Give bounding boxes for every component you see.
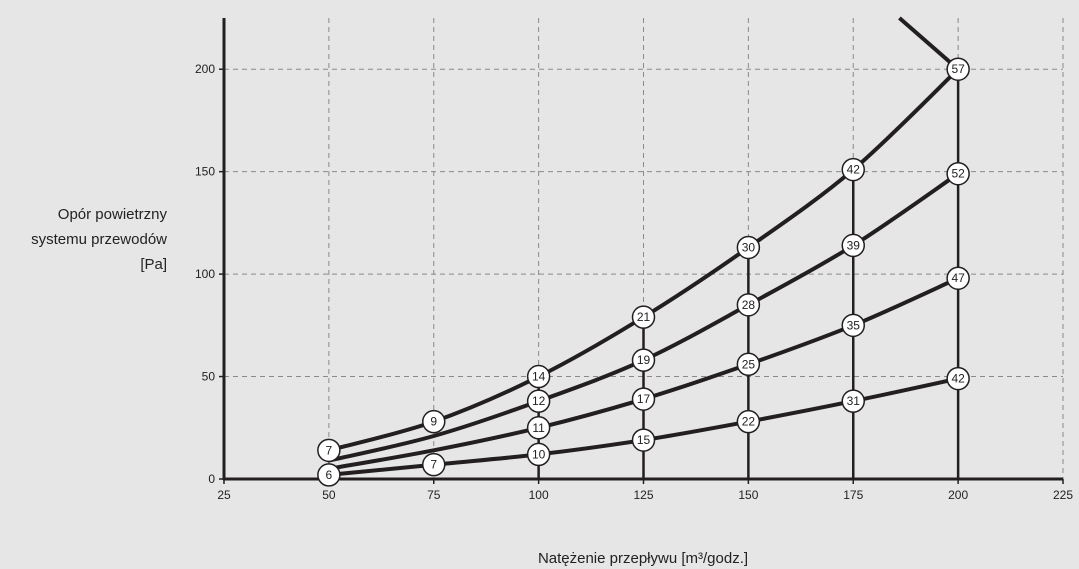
marker-circle-3-3 (631, 428, 656, 452)
x-tick-label-5: 150 (738, 488, 758, 502)
marker-label-0-1: 9 (430, 415, 437, 429)
y-tick-label-1: 50 (202, 370, 216, 384)
marker-label-1-5: 39 (847, 238, 861, 252)
marker-circle-0-3 (631, 305, 656, 329)
x-tick-label-8: 225 (1053, 488, 1073, 502)
marker-circle-1-6 (946, 161, 970, 186)
x-tick-label-3: 100 (529, 488, 549, 502)
marker-circle-3-2 (526, 442, 551, 467)
marker-circle-0-6 (946, 57, 970, 81)
marker-label-1-2: 12 (532, 394, 546, 408)
y-axis-label-line-2: systemu przewodów (31, 231, 167, 248)
marker-label-1-4: 28 (742, 298, 756, 312)
y-axis-label-line-3: [Pa] (140, 256, 167, 273)
marker-label-0-6: 57 (951, 62, 965, 76)
x-tick-label-6: 175 (843, 488, 863, 502)
marker-circle-2-2 (526, 416, 551, 440)
marker-label-2-4: 25 (742, 357, 756, 371)
x-tick-labels: 25 50 75 100 125 150 175 200 225 (217, 479, 1073, 502)
marker-label-3-3: 15 (637, 433, 651, 447)
marker-circle-0-0 (317, 438, 341, 463)
marker-label-1-6: 52 (951, 167, 965, 181)
marker-label-0-0: 7 (326, 443, 333, 457)
marker-label-3-4: 22 (742, 415, 756, 429)
markers: 7 9 14 21 30 42 57 12 19 28 39 52 11 17 25 35 47 6 7 10 15 22… (317, 57, 970, 487)
y-axis-label-line-1: Opór powietrzny (58, 206, 168, 223)
y-tick-labels: 0 50 100 150 200 (195, 62, 224, 486)
marker-label-0-5: 42 (847, 163, 861, 177)
marker-label-3-1: 7 (430, 458, 437, 472)
marker-circle-0-1 (422, 409, 446, 434)
marker-label-3-6: 42 (951, 372, 965, 386)
y-tick-label-4: 200 (195, 62, 215, 76)
marker-label-3-5: 31 (847, 394, 861, 408)
marker-circle-1-3 (631, 348, 656, 372)
marker-circle-0-2 (526, 364, 551, 389)
marker-label-3-2: 10 (532, 447, 546, 461)
marker-circle-2-3 (631, 387, 656, 411)
marker-label-0-2: 14 (532, 370, 546, 384)
marker-circle-3-5 (841, 389, 865, 413)
marker-circle-2-6 (946, 266, 970, 290)
x-tick-label-2: 75 (427, 488, 441, 502)
curve-0-extension (898, 16, 960, 71)
marker-circle-3-0 (317, 463, 341, 487)
y-tick-label-3: 150 (195, 165, 215, 179)
marker-label-0-4: 30 (742, 240, 756, 254)
marker-circle-1-2 (526, 389, 551, 413)
marker-label-1-3: 19 (637, 353, 651, 367)
marker-circle-3-1 (422, 452, 446, 477)
marker-label-2-6: 47 (951, 271, 965, 285)
marker-circle-2-5 (841, 313, 865, 338)
marker-circle-3-4 (736, 409, 761, 434)
marker-label-0-3: 21 (637, 310, 651, 324)
marker-circle-0-4 (736, 235, 761, 260)
marker-label-2-5: 35 (847, 318, 861, 332)
x-axis-label: Natężenie przepływu [m³/godz.] (538, 550, 748, 567)
marker-label-2-2: 11 (532, 421, 545, 435)
y-tick-label-0: 0 (208, 472, 215, 486)
marker-circle-1-5 (841, 233, 865, 258)
y-tick-label-2: 100 (195, 267, 215, 281)
marker-circle-0-5 (841, 157, 865, 182)
marker-label-3-0: 6 (326, 468, 333, 482)
x-tick-label-0: 25 (217, 488, 231, 502)
marker-circle-2-4 (736, 352, 761, 377)
marker-circle-3-6 (946, 366, 970, 391)
marker-label-2-3: 17 (637, 392, 651, 406)
x-tick-label-7: 200 (948, 488, 968, 502)
x-tick-label-4: 125 (633, 488, 653, 502)
marker-circle-1-4 (736, 293, 761, 317)
x-tick-label-1: 50 (322, 488, 336, 502)
